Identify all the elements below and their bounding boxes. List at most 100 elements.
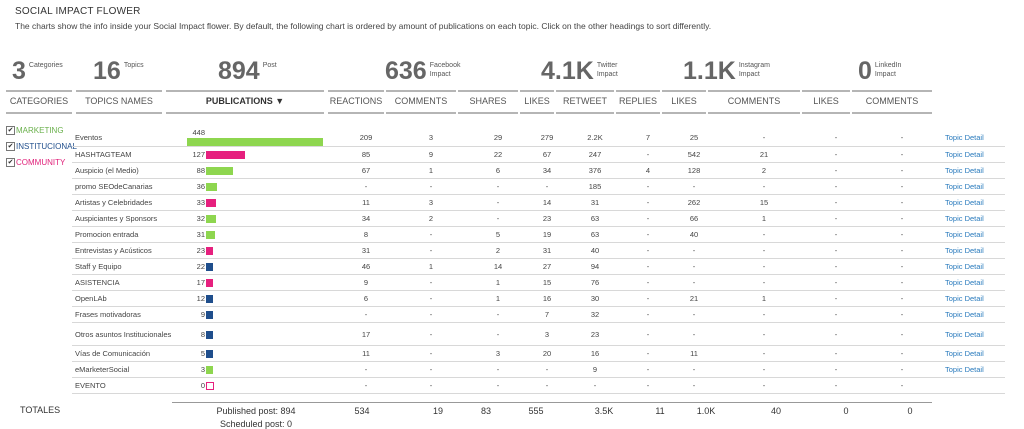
cell-li-likes: - <box>811 128 861 148</box>
cell-retweet: 9 <box>565 361 625 379</box>
cell-retweet: 63 <box>565 226 625 244</box>
header-fb-comments[interactable]: COMMENTS <box>386 90 456 114</box>
topic-detail-link[interactable]: Topic Detail <box>943 361 1005 379</box>
cell-li-comments: - <box>861 345 943 363</box>
stat-linkedin-label: LinkedIn Impact <box>874 62 902 78</box>
cell-shares: 5 <box>467 226 529 244</box>
cell-topic-name: HASHTAGTEAM <box>72 146 187 164</box>
cell-shares: 3 <box>467 345 529 363</box>
topic-detail-link[interactable]: Topic Detail <box>943 194 1005 212</box>
publications-bar <box>206 263 213 272</box>
cell-publications: 31 <box>187 226 337 244</box>
cell-reactions: - <box>337 178 395 196</box>
topic-detail-link[interactable]: Topic Detail <box>943 210 1005 228</box>
cell-publications: 0 <box>187 377 337 395</box>
category-filter-marketing[interactable]: ✔ MARKETING <box>6 126 64 136</box>
table-row: EVENTO 0- - - - - - - - - - <box>72 377 1005 395</box>
cell-replies: 7 <box>625 128 671 148</box>
table-row: OpenLAb 12 6-1 16 30-21 1- - Topic Detail <box>72 290 1005 308</box>
header-shares[interactable]: SHARES <box>458 90 518 114</box>
topic-detail-link[interactable]: Topic Detail <box>943 128 1005 148</box>
publications-value: 22 <box>196 262 205 271</box>
table-row: Auspicio (el Medio) 88 67 1 6 34 376 4 128 2- - Top… <box>72 162 1005 180</box>
cell-shares: - <box>467 194 529 212</box>
cell-ig-comments: - <box>717 226 811 244</box>
cell-ig-likes: 11 <box>671 345 717 363</box>
category-label: MARKETING <box>16 126 64 135</box>
cell-fb-comments: - <box>395 345 467 363</box>
header-topics-names[interactable]: TOPICS NAMES <box>76 90 162 114</box>
publications-value: 36 <box>196 182 205 191</box>
stat-instagram: 1.1K Instagram Impact <box>683 57 779 85</box>
category-filter-community[interactable]: ✔ COMMUNITY <box>6 158 65 168</box>
topic-detail-link[interactable]: Topic Detail <box>943 242 1005 260</box>
topic-detail-link[interactable]: Topic Detail <box>943 162 1005 180</box>
check-icon[interactable]: ✔ <box>6 142 15 152</box>
topic-detail-link[interactable]: Topic Detail <box>943 274 1005 292</box>
cell-reactions: - <box>337 361 395 379</box>
cell-fb-comments: - <box>395 226 467 244</box>
topic-detail-link[interactable]: Topic Detail <box>943 322 1005 347</box>
cell-publications: 22 <box>187 258 337 276</box>
publications-bar <box>206 199 216 208</box>
cell-ig-likes: 542 <box>671 146 717 164</box>
stat-categories-label: Categories <box>28 62 63 69</box>
publications-value: 23 <box>196 246 205 255</box>
table-row: Entrevistas y Acústicos 23 31-2 31 40- - - - - To… <box>72 242 1005 260</box>
cell-replies: - <box>625 210 671 228</box>
cell-retweet: 185 <box>565 178 625 196</box>
header-li-comments[interactable]: COMMENTS <box>852 90 932 114</box>
stat-twitter-label: Twitter Impact <box>596 62 618 78</box>
topic-detail-link[interactable]: Topic Detail <box>943 226 1005 244</box>
cell-tw-likes: - <box>529 361 565 379</box>
header-li-likes[interactable]: LIKES <box>802 90 850 114</box>
header-ig-comments[interactable]: COMMENTS <box>708 90 800 114</box>
cell-li-comments: - <box>861 258 943 276</box>
topic-detail-link[interactable]: Topic Detail <box>943 258 1005 276</box>
publications-bar <box>206 330 213 339</box>
cell-topic-name: OpenLAb <box>72 290 187 308</box>
cell-fb-comments: - <box>395 178 467 196</box>
cell-li-likes: - <box>811 146 861 164</box>
category-filter-institucional[interactable]: ✔ INSTITUCIONAL <box>6 142 77 152</box>
topic-detail-link[interactable]: Topic Detail <box>943 345 1005 363</box>
header-publications[interactable]: PUBLICATIONS ▼ <box>166 90 324 114</box>
header-tw-likes[interactable]: LIKES <box>520 90 554 114</box>
publications-value: 3 <box>200 365 205 374</box>
cell-ig-comments: - <box>717 178 811 196</box>
cell-shares: 6 <box>467 162 529 180</box>
cell-ig-likes: - <box>671 377 717 395</box>
publications-bar <box>206 151 245 160</box>
cell-replies: - <box>625 146 671 164</box>
header-retweet[interactable]: RETWEET <box>556 90 614 114</box>
cell-topic-name: Promocion entrada <box>72 226 187 244</box>
cell-ig-comments: 15 <box>717 194 811 212</box>
header-reactions[interactable]: REACTIONS <box>328 90 384 114</box>
cell-retweet: 30 <box>565 290 625 308</box>
header-ig-likes[interactable]: LIKES <box>662 90 706 114</box>
cell-li-likes: - <box>811 258 861 276</box>
topic-detail-link[interactable]: Topic Detail <box>943 290 1005 308</box>
header-categories[interactable]: CATEGORIES <box>6 90 72 114</box>
stat-topics-label: Topics <box>123 62 144 69</box>
cell-reactions: 31 <box>337 242 395 260</box>
topic-detail-link[interactable]: Topic Detail <box>943 306 1005 324</box>
cell-fb-comments: 3 <box>395 128 467 148</box>
cell-li-likes: - <box>811 178 861 196</box>
cell-publications: 33 <box>187 194 337 212</box>
cell-ig-comments: - <box>717 377 811 395</box>
stat-facebook-label: Facebook Impact <box>429 62 461 78</box>
topic-detail-link[interactable]: Topic Detail <box>943 146 1005 164</box>
cell-replies: - <box>625 345 671 363</box>
stat-categories: 3 Categories <box>12 57 63 85</box>
cell-ig-comments: 1 <box>717 210 811 228</box>
topic-detail-link[interactable]: Topic Detail <box>943 178 1005 196</box>
header-replies[interactable]: REPLIES <box>616 90 660 114</box>
stat-post-value: 894 <box>218 57 260 85</box>
totals-tw-likes: 555 <box>528 406 544 416</box>
cell-reactions: 209 <box>337 128 395 148</box>
check-icon[interactable]: ✔ <box>6 158 15 168</box>
stat-facebook-value: 636 <box>385 57 427 85</box>
table-row: ASISTENCIA 17 9-1 15 76- - - - - Topic Detail <box>72 274 1005 292</box>
check-icon[interactable]: ✔ <box>6 126 15 136</box>
